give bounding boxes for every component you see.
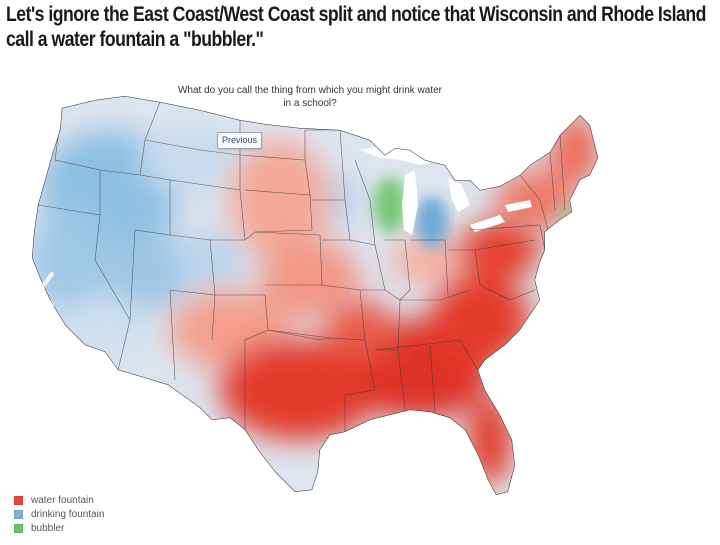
- survey-question: What do you call the thing from which yo…: [160, 84, 460, 110]
- legend-swatch-water-fountain: [14, 496, 23, 505]
- survey-question-line-2: in a school?: [283, 98, 337, 109]
- state-borders: [37, 101, 566, 432]
- legend-item-water-fountain: water fountain: [14, 494, 104, 507]
- michigan-drinking-fountain: [416, 196, 448, 248]
- legend-item-drinking-fountain: drinking fountain: [14, 508, 104, 521]
- legend-label: drinking fountain: [31, 509, 105, 520]
- legend-swatch-drinking-fountain: [14, 510, 23, 519]
- map-legend: water fountain drinking fountain bubbler: [14, 494, 104, 536]
- chevron-left-icon[interactable]: [34, 270, 58, 310]
- water-fountain-strong-region: [220, 220, 540, 485]
- legend-label: water fountain: [31, 495, 94, 506]
- survey-question-line-1: What do you call the thing from which yo…: [177, 85, 442, 96]
- previous-button[interactable]: Previous: [217, 132, 263, 149]
- legend-item-bubbler: bubbler: [14, 522, 104, 535]
- headline: Let's ignore the East Coast/West Coast s…: [6, 3, 706, 51]
- legend-swatch-bubbler: [14, 524, 23, 533]
- legend-label: bubbler: [31, 523, 65, 534]
